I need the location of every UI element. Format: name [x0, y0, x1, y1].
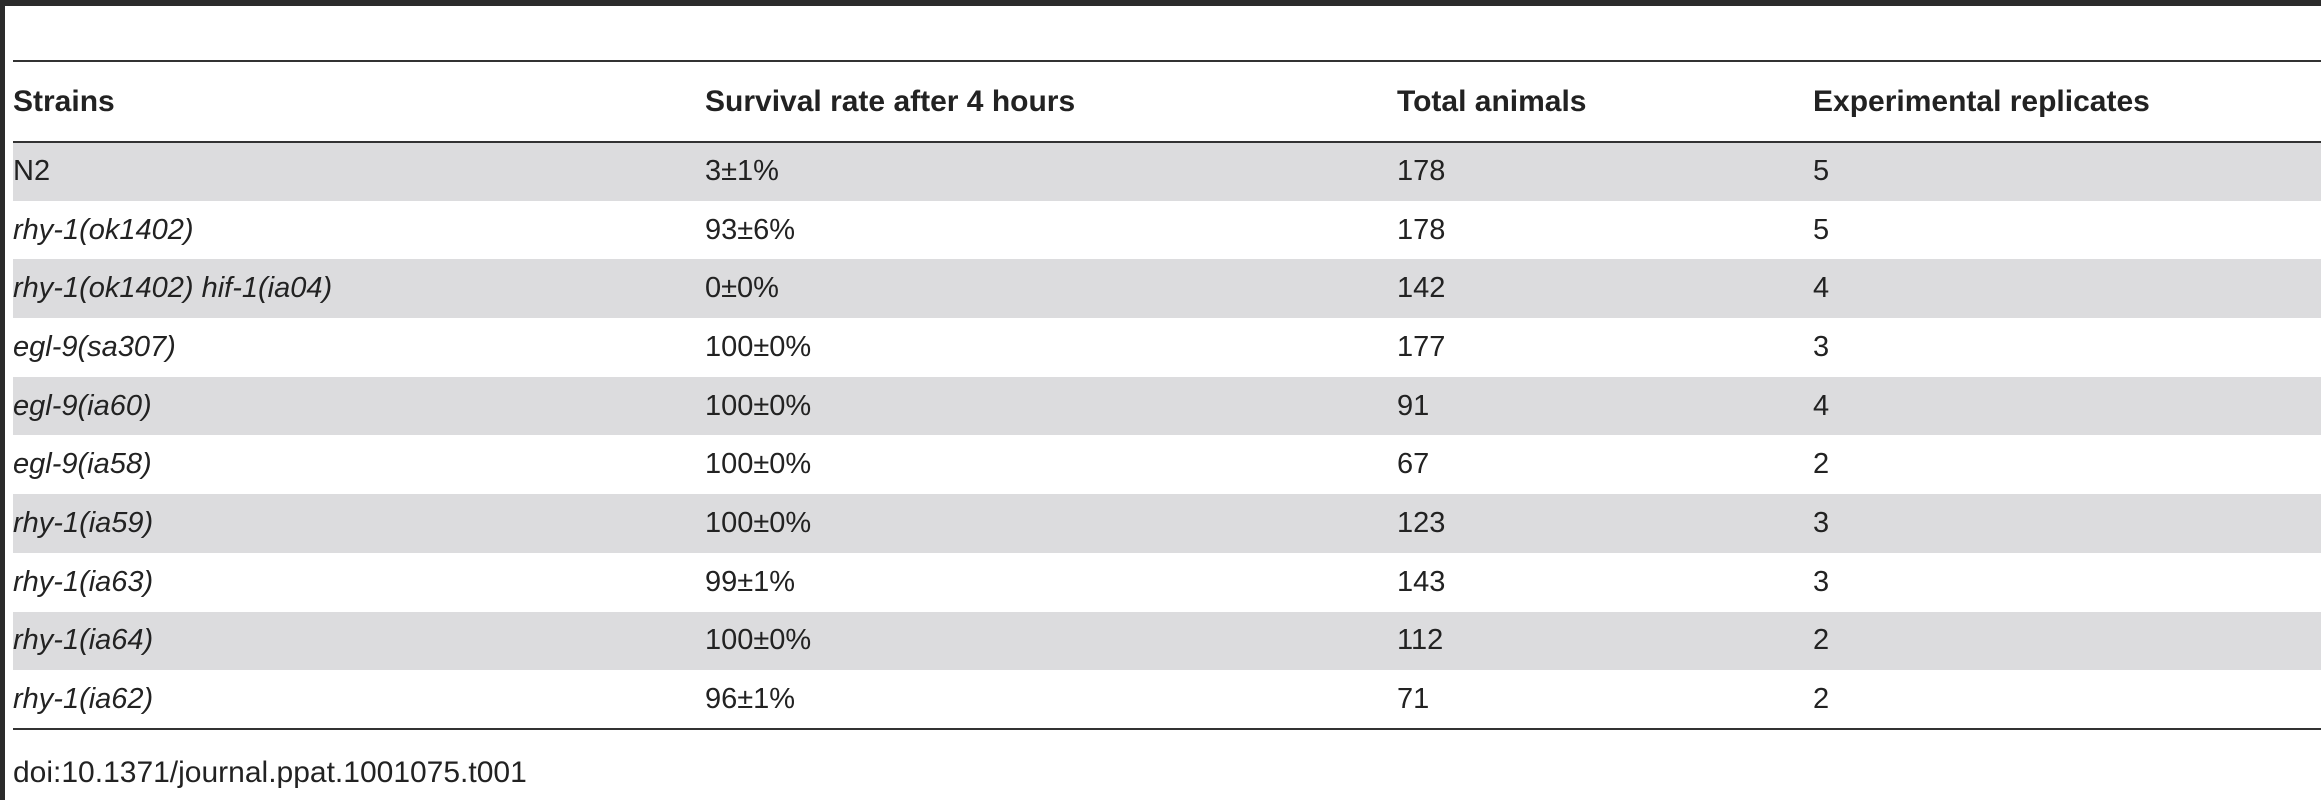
table-header-row: Strains Survival rate after 4 hours Tota… [13, 60, 2321, 143]
table-row: rhy-1(ok1402) hif-1(ia04) 0±0% 142 4 [13, 259, 2321, 319]
total-animals-cell: 178 [1397, 213, 1446, 246]
replicates-cell: 4 [1813, 272, 1830, 305]
table-body: N2 3±1% 178 5 rhy-1(ok1402) 93±6% 178 5 rhy-1(ok… [13, 142, 2321, 730]
total-animals-cell: 112 [1397, 624, 1444, 657]
survival-rate-cell: 100±0% [705, 330, 812, 363]
strain-cell: rhy-1(ia63) [13, 565, 154, 598]
replicates-cell: 4 [1813, 389, 1830, 422]
header-survival-rate: Survival rate after 4 hours [705, 60, 1397, 143]
table-row: rhy-1(ia59) 100±0% 123 3 [13, 494, 2321, 553]
replicates-cell: 3 [1813, 506, 1830, 539]
survival-rate-cell: 99±1% [705, 565, 796, 598]
table-row: rhy-1(ok1402) 93±6% 178 5 [13, 201, 2321, 260]
replicates-cell: 2 [1813, 448, 1830, 481]
survival-rate-cell: 100±0% [705, 389, 812, 422]
survival-rate-cell: 100±0% [705, 624, 812, 657]
header-experimental-replicates: Experimental replicates [1813, 60, 2321, 143]
table-row: egl-9(sa307) 100±0% 177 3 [13, 318, 2321, 377]
total-animals-cell: 142 [1397, 272, 1446, 305]
survival-rate-cell: 3±1% [705, 155, 779, 188]
replicates-cell: 2 [1813, 670, 2321, 730]
top-border-bar [0, 0, 2321, 6]
header-total-animals: Total animals [1397, 60, 1813, 143]
replicates-cell: 5 [1813, 213, 1830, 246]
table-row: rhy-1(ia63) 99±1% 143 3 [13, 553, 2321, 612]
total-animals-cell: 91 [1397, 389, 1430, 422]
table-row: egl-9(ia60) 100±0% 91 4 [13, 376, 2321, 436]
strain-cell: rhy-1(ia62) [13, 670, 705, 730]
total-animals-cell: 143 [1397, 565, 1446, 598]
total-animals-cell: 123 [1397, 506, 1446, 539]
table-row: rhy-1(ia62) 96±1% 71 2 [13, 670, 2321, 730]
strain-survival-table: Strains Survival rate after 4 hours Tota… [13, 60, 2321, 730]
left-border-bar [0, 0, 5, 800]
replicates-cell: 2 [1813, 624, 1830, 657]
table-row: N2 3±1% 178 5 [13, 142, 2321, 201]
data-table-container: Strains Survival rate after 4 hours Tota… [13, 60, 2321, 730]
survival-rate-cell: 100±0% [705, 506, 812, 539]
table-row: egl-9(ia58) 100±0% 67 2 [13, 435, 2321, 494]
strain-cell: egl-9(ia58) [13, 448, 152, 481]
total-animals-cell: 177 [1397, 330, 1446, 363]
strain-cell: N2 [13, 155, 51, 188]
replicates-cell: 3 [1813, 330, 1830, 363]
strain-cell: rhy-1(ia59) [13, 506, 154, 539]
strain-cell: egl-9(sa307) [13, 330, 176, 363]
survival-rate-cell: 0±0% [705, 272, 779, 305]
survival-rate-cell: 93±6% [705, 213, 796, 246]
header-strains: Strains [13, 60, 705, 143]
replicates-cell: 3 [1813, 565, 1830, 598]
strain-cell: egl-9(ia60) [13, 389, 152, 422]
total-animals-cell: 71 [1397, 670, 1813, 730]
replicates-cell: 5 [1813, 155, 1830, 188]
strain-cell: rhy-1(ia64) [13, 624, 154, 657]
strain-cell: rhy-1(ok1402) [13, 213, 194, 246]
survival-rate-cell: 100±0% [705, 448, 812, 481]
total-animals-cell: 178 [1397, 155, 1446, 188]
total-animals-cell: 67 [1397, 448, 1430, 481]
doi-caption: doi:10.1371/journal.ppat.1001075.t001 [13, 756, 527, 789]
survival-rate-cell: 96±1% [705, 670, 1397, 730]
strain-cell: rhy-1(ok1402) hif-1(ia04) [13, 272, 333, 305]
table-row: rhy-1(ia64) 100±0% 112 2 [13, 611, 2321, 671]
